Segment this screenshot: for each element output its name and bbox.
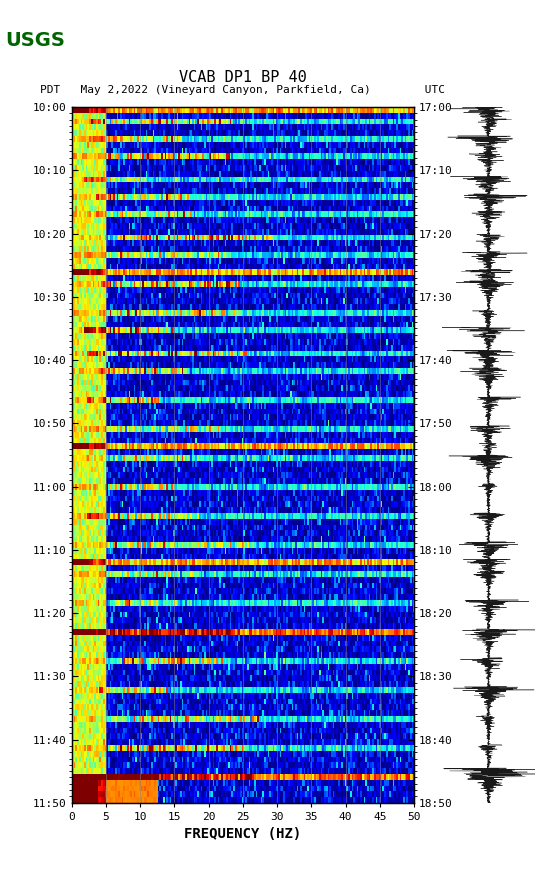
Text: VCAB DP1 BP 40: VCAB DP1 BP 40	[179, 70, 307, 85]
X-axis label: FREQUENCY (HZ): FREQUENCY (HZ)	[184, 828, 301, 841]
Text: PDT   May 2,2022 (Vineyard Canyon, Parkfield, Ca)        UTC: PDT May 2,2022 (Vineyard Canyon, Parkfie…	[40, 86, 445, 95]
Text: USGS: USGS	[6, 31, 65, 50]
